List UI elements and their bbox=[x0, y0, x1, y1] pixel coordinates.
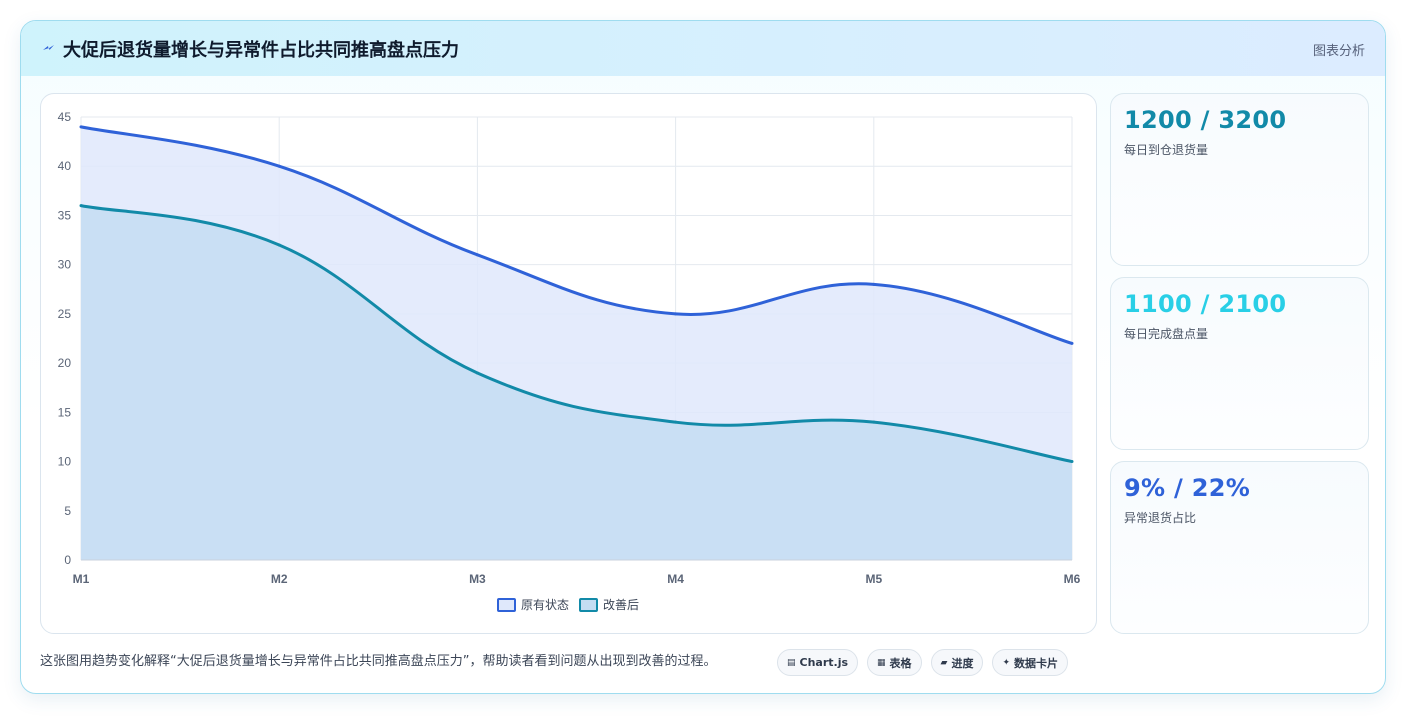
stat-card-returns: 1200 / 3200 每日到仓退货量 bbox=[1110, 93, 1369, 266]
table-icon: ▦ bbox=[877, 657, 886, 668]
data-point bbox=[277, 243, 281, 247]
y-tick-label: 35 bbox=[58, 208, 72, 222]
stat-label: 每日完成盘点量 bbox=[1124, 327, 1209, 341]
y-tick-label: 45 bbox=[58, 110, 72, 124]
tag-label: Chart.js bbox=[799, 656, 849, 669]
stat-value: 9% / 22% bbox=[1124, 474, 1251, 502]
y-tick-label: 5 bbox=[64, 504, 71, 518]
chart-panel: 0 5 10 15 20 25 30 35 40 45 M1 M2 M3 M4 M5 M6 原有状态 改善后 bbox=[40, 93, 1097, 634]
legend-swatch bbox=[579, 598, 598, 612]
x-tick-label: M5 bbox=[865, 572, 882, 586]
chart-caption: 这张图用趋势变化解释“大促后退货量增长与异常件占比共同推高盘点压力”，帮助读者看… bbox=[40, 654, 717, 669]
tag-list: ▤ Chart.js ▦ 表格 ▰ 进度 ✦ 数据卡片 bbox=[777, 649, 1069, 677]
data-point bbox=[1070, 341, 1074, 345]
report-card: 大促后退货量增长与异常件占比共同推高盘点压力 图表分析 0 5 10 15 20 25 30… bbox=[20, 20, 1386, 694]
y-tick-label: 10 bbox=[58, 455, 72, 469]
y-tick-label: 25 bbox=[58, 307, 72, 321]
chart-analysis-link[interactable]: 图表分析 bbox=[1312, 44, 1365, 59]
data-point bbox=[674, 312, 678, 316]
tag-chartjs[interactable]: ▤ Chart.js bbox=[777, 649, 859, 676]
data-point bbox=[872, 420, 876, 424]
data-point bbox=[674, 420, 678, 424]
tag-table[interactable]: ▦ 表格 bbox=[867, 649, 922, 676]
lightning-icon bbox=[43, 45, 54, 50]
y-tick-label: 15 bbox=[58, 405, 72, 419]
data-point bbox=[475, 371, 479, 375]
stat-value: 1100 / 2100 bbox=[1124, 290, 1287, 318]
series-line-0 bbox=[80, 125, 1073, 345]
x-tick-label: M4 bbox=[667, 572, 684, 586]
card-header: 大促后退货量增长与异常件占比共同推高盘点压力 图表分析 bbox=[21, 21, 1385, 76]
stat-label: 异常退货占比 bbox=[1124, 511, 1197, 525]
stat-label: 每日到仓退货量 bbox=[1124, 143, 1209, 157]
data-point bbox=[277, 164, 281, 168]
data-point bbox=[79, 125, 83, 129]
tag-data-card[interactable]: ✦ 数据卡片 bbox=[992, 649, 1069, 676]
card-icon: ✦ bbox=[1002, 657, 1011, 668]
chart-icon: ▤ bbox=[787, 657, 796, 668]
x-tick-label: M3 bbox=[469, 572, 486, 586]
series-area-1 bbox=[81, 205, 1072, 560]
tag-progress[interactable]: ▰ 进度 bbox=[930, 649, 984, 676]
data-point bbox=[872, 282, 876, 286]
data-point bbox=[79, 204, 83, 208]
progress-icon: ▰ bbox=[940, 657, 948, 668]
y-tick-label: 20 bbox=[58, 356, 72, 370]
x-tick-label: M2 bbox=[271, 572, 288, 586]
stat-value: 1200 / 3200 bbox=[1124, 106, 1287, 134]
area-chart: 0 5 10 15 20 25 30 35 40 45 M1 M2 M3 M4 M5 M6 原有状态 改善后 bbox=[58, 110, 1081, 612]
y-tick-label: 0 bbox=[64, 553, 71, 567]
legend-swatch bbox=[497, 598, 516, 612]
y-tick-label: 30 bbox=[58, 258, 72, 272]
data-point bbox=[475, 253, 479, 257]
x-tick-label: M1 bbox=[73, 572, 90, 586]
y-tick-label: 40 bbox=[58, 159, 72, 173]
tag-label: 进度 bbox=[951, 656, 974, 670]
page-title: 大促后退货量增长与异常件占比共同推高盘点压力 bbox=[63, 40, 459, 61]
legend-label: 原有状态 bbox=[521, 598, 569, 612]
stat-card-inventory: 1100 / 2100 每日完成盘点量 bbox=[1110, 277, 1369, 450]
x-tick-label: M6 bbox=[1064, 572, 1081, 586]
data-point bbox=[1070, 460, 1074, 464]
series-line-1 bbox=[80, 204, 1073, 464]
tag-label: 数据卡片 bbox=[1014, 656, 1059, 670]
tag-label: 表格 bbox=[889, 656, 912, 670]
stat-card-anomaly: 9% / 22% 异常退货占比 bbox=[1110, 461, 1369, 634]
legend-label: 改善后 bbox=[603, 597, 639, 612]
